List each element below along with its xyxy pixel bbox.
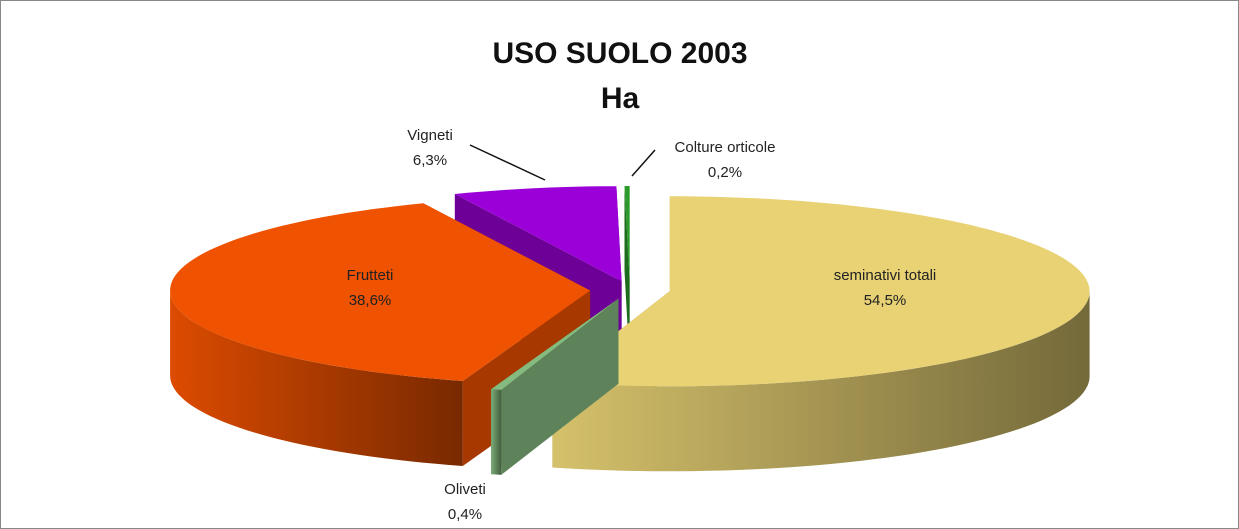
slice-top xyxy=(624,186,630,281)
slice-top xyxy=(552,196,1090,387)
value-label: 54,5% xyxy=(864,292,907,309)
leader-line xyxy=(469,144,546,181)
slice-cut-face xyxy=(501,298,619,475)
slice xyxy=(624,186,630,366)
slice-top xyxy=(454,186,622,282)
category-label: Frutteti xyxy=(347,267,394,284)
slice-top xyxy=(491,298,619,390)
value-label: 38,6% xyxy=(349,292,392,309)
category-label: Oliveti xyxy=(444,481,486,498)
category-label: Vigneti xyxy=(407,127,453,144)
value-label: 0,4% xyxy=(448,506,482,523)
category-label: seminativi totali xyxy=(834,267,937,284)
slice-side xyxy=(491,389,502,475)
category-label: Colture orticole xyxy=(675,139,776,156)
slice-cut-face xyxy=(624,186,630,366)
value-label: 6,3% xyxy=(413,152,447,169)
slice-top xyxy=(170,203,591,381)
slice-side xyxy=(170,290,463,466)
leader-line xyxy=(631,149,656,177)
slice-side xyxy=(552,291,1090,472)
slice xyxy=(552,196,1090,472)
chart-subtitle: Ha xyxy=(601,82,640,115)
value-label: 0,2% xyxy=(708,164,742,181)
slice xyxy=(491,298,619,475)
chart-title: USO SUOLO 2003 xyxy=(492,37,747,70)
